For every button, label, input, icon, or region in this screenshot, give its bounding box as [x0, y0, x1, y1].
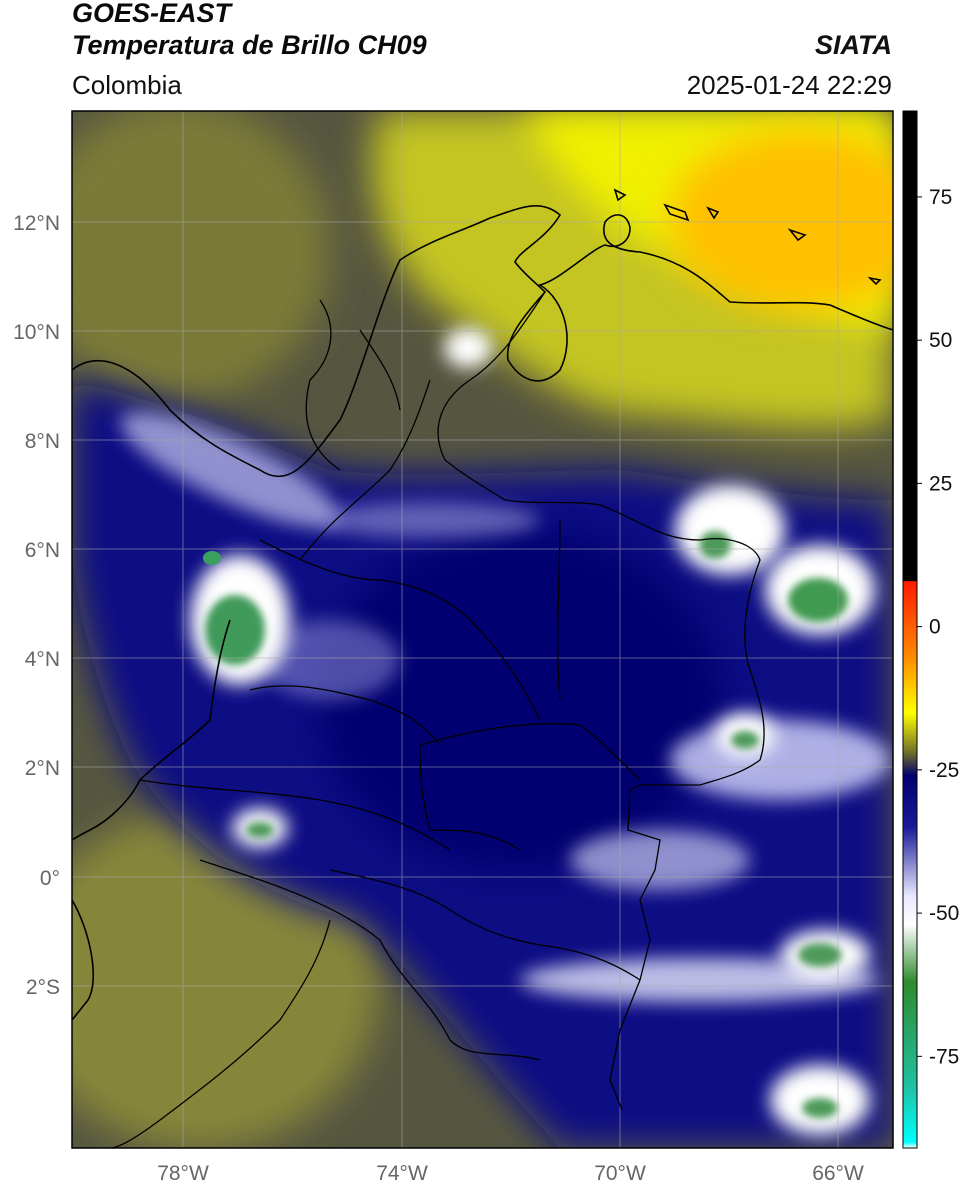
colorbar-tick-label: 50: [929, 329, 952, 352]
satellite-map: [72, 111, 893, 1148]
colorbar: 75 50 25 0 -25 -50 -75: [902, 110, 959, 1149]
colorbar-tick-label: -50: [929, 902, 959, 925]
lat-label-8n: 8°N: [25, 430, 60, 453]
colorbar-scale: [902, 110, 918, 1149]
lon-label-70w: 70°W: [594, 1162, 646, 1185]
longitude-labels: 78°W 74°W 70°W 66°W: [157, 1162, 864, 1185]
coastlines: [72, 188, 893, 1021]
lon-label-66w: 66°W: [812, 1162, 864, 1185]
lat-label-2s: 2°S: [26, 976, 60, 999]
timestamp-label: 2025-01-24 22:29: [686, 70, 892, 100]
lat-label-10n: 10°N: [13, 321, 60, 344]
region-label: Colombia: [72, 70, 182, 100]
graticule: [72, 111, 893, 1148]
lat-label-4n: 4°N: [25, 648, 60, 671]
colorbar-tick-label: -25: [929, 759, 959, 782]
borders: [109, 291, 765, 1148]
lon-label-74w: 74°W: [376, 1162, 428, 1185]
satellite-title: GOES-EAST: [72, 0, 232, 28]
colorbar-tick-label: 25: [929, 472, 952, 495]
colorbar-tick-label: -75: [929, 1045, 959, 1068]
colorbar-tick-label: 0: [929, 616, 941, 639]
map-frame: [71, 110, 894, 1149]
lat-label-2n: 2°N: [25, 757, 60, 780]
lon-label-78w: 78°W: [157, 1162, 209, 1185]
lat-label-0: 0°: [40, 867, 60, 890]
latitude-labels: 12°N 10°N 8°N 6°N 4°N 2°N 0° 2°S: [13, 212, 60, 999]
lat-label-6n: 6°N: [25, 539, 60, 562]
lat-label-12n: 12°N: [13, 212, 60, 235]
brand-label: SIATA: [815, 30, 892, 60]
product-title: Temperatura de Brillo CH09: [72, 30, 427, 60]
colorbar-tick-label: 75: [929, 186, 952, 209]
